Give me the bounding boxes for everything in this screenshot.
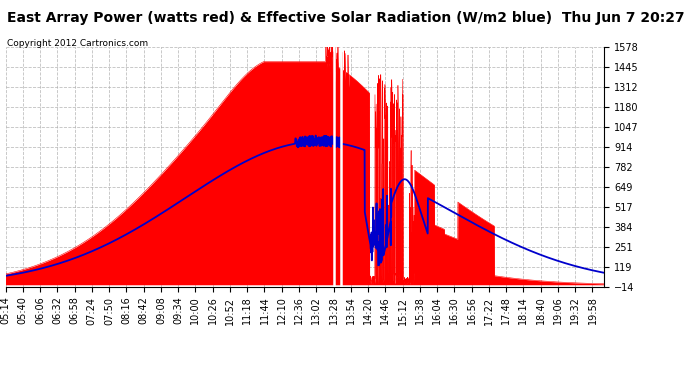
Text: Copyright 2012 Cartronics.com: Copyright 2012 Cartronics.com	[7, 39, 148, 48]
Text: East Array Power (watts red) & Effective Solar Radiation (W/m2 blue)  Thu Jun 7 : East Array Power (watts red) & Effective…	[7, 11, 684, 25]
